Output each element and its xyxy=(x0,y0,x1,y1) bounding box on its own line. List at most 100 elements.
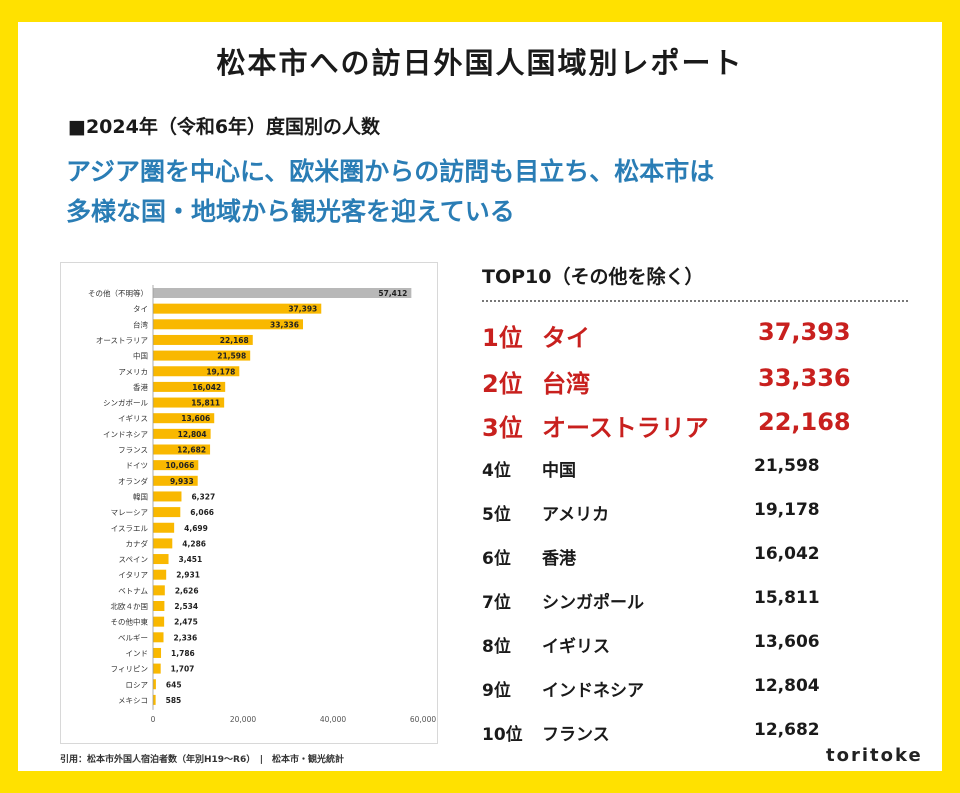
bar xyxy=(153,460,199,471)
visitor-count: 12,804 xyxy=(754,676,820,696)
bar xyxy=(153,491,182,502)
x-tick-label: 60,000 xyxy=(410,715,436,724)
category-label: 台湾 xyxy=(133,319,148,329)
value-label: 585 xyxy=(166,696,182,705)
section-subtitle: ■2024年（令和6年）度国別の人数 xyxy=(68,116,381,138)
bar xyxy=(153,381,226,392)
category-label: マレーシア xyxy=(111,508,148,517)
category-label: フランス xyxy=(118,446,148,455)
visitor-count: 12,682 xyxy=(754,720,820,740)
country-name: 中国 xyxy=(542,461,576,481)
top10-title: TOP10（その他を除く） xyxy=(482,266,704,288)
category-label: その他（不明等） xyxy=(88,288,148,298)
x-tick-label: 20,000 xyxy=(230,715,256,724)
rank-label: 1位 xyxy=(482,324,523,352)
bar xyxy=(153,585,165,596)
rank-label: 8位 xyxy=(482,637,511,657)
country-name: インドネシア xyxy=(542,681,644,701)
page-title: 松本市への訪日外国人国域別レポート xyxy=(216,46,744,80)
value-label: 33,336 xyxy=(270,320,299,329)
x-tick-label: 0 xyxy=(151,715,156,724)
value-label: 15,811 xyxy=(191,399,220,408)
bar xyxy=(153,428,211,439)
value-label: 16,042 xyxy=(192,383,221,392)
value-label: 9,933 xyxy=(170,477,194,486)
category-label: スペイン xyxy=(119,555,148,564)
visitor-count: 19,178 xyxy=(754,500,820,520)
country-name: 香港 xyxy=(542,549,576,569)
country-name: シンガポール xyxy=(542,593,644,613)
category-label: 韓国 xyxy=(133,491,148,501)
value-label: 12,804 xyxy=(178,430,207,439)
rank-label: 3位 xyxy=(482,414,523,442)
value-label: 2,626 xyxy=(175,586,199,595)
category-label: カナダ xyxy=(126,538,149,548)
bar xyxy=(153,647,162,658)
visitor-count: 33,336 xyxy=(758,364,851,392)
bar xyxy=(153,288,412,298)
rank-label: 6位 xyxy=(482,549,511,569)
category-label: 北欧４か国 xyxy=(111,601,149,611)
bar xyxy=(153,507,181,518)
visitor-count: 16,042 xyxy=(754,544,820,564)
visitor-count: 22,168 xyxy=(758,408,851,436)
rank-label: 7位 xyxy=(482,593,511,613)
value-label: 2,534 xyxy=(174,602,198,611)
value-label: 645 xyxy=(166,680,182,689)
category-label: イギリス xyxy=(118,414,148,423)
headline-line-1: アジア圏を中心に、欧米圏からの訪問も目立ち、松本市は xyxy=(66,157,715,186)
visitor-count: 21,598 xyxy=(754,456,820,476)
bar xyxy=(153,366,240,377)
citation: 引用：松本市外国人宿泊者数（年別H19～R6） | 松本市・観光統計 xyxy=(60,755,345,765)
bar xyxy=(153,522,175,533)
category-label: オーストラリア xyxy=(96,336,148,345)
bar xyxy=(153,397,225,408)
bar xyxy=(153,663,161,674)
value-label: 2,336 xyxy=(174,633,198,642)
country-name: アメリカ xyxy=(542,505,610,525)
rank-label: 2位 xyxy=(482,370,523,398)
bar xyxy=(153,475,198,486)
value-label: 2,475 xyxy=(174,618,198,627)
category-label: ベルギー xyxy=(118,633,148,642)
rank-label: 9位 xyxy=(482,681,511,701)
value-label: 3,451 xyxy=(179,555,203,564)
category-label: ドイツ xyxy=(126,461,149,470)
rank-label: 5位 xyxy=(482,505,511,525)
bar xyxy=(153,694,156,705)
country-name: フランス xyxy=(542,725,610,745)
value-label: 1,707 xyxy=(171,665,195,674)
bar xyxy=(153,413,215,424)
rank-label: 4位 xyxy=(482,461,511,481)
brand-logo: toritoke xyxy=(826,745,923,766)
bar xyxy=(153,679,156,690)
category-label: 中国 xyxy=(133,351,148,361)
country-name: オーストラリア xyxy=(542,414,709,442)
category-label: 香港 xyxy=(133,382,148,392)
headline-line-2: 多様な国・地域から観光客を迎えている xyxy=(66,197,515,226)
value-label: 2,931 xyxy=(176,571,200,580)
category-label: メキシコ xyxy=(118,696,148,705)
country-name: イギリス xyxy=(542,637,610,657)
value-label: 13,606 xyxy=(181,414,210,423)
visitor-count: 37,393 xyxy=(758,318,851,346)
country-name: 台湾 xyxy=(542,370,590,398)
bar xyxy=(153,601,165,611)
category-label: オランダ xyxy=(118,476,148,486)
bar-chart: その他（不明等） 57,412 タイ 37,393 台湾 33,336 オーストラリア 22,… xyxy=(60,262,438,744)
value-label: 22,168 xyxy=(220,336,249,345)
value-label: 4,286 xyxy=(182,539,206,548)
bar xyxy=(153,616,165,627)
category-label: インドネシア xyxy=(103,430,148,439)
value-label: 6,066 xyxy=(190,508,214,517)
category-label: その他中東 xyxy=(111,617,149,627)
visitor-count: 15,811 xyxy=(754,588,820,608)
value-label: 21,598 xyxy=(217,352,246,361)
bar xyxy=(153,632,164,643)
value-label: 19,178 xyxy=(206,367,235,376)
category-label: ベトナム xyxy=(118,586,148,595)
category-label: シンガポール xyxy=(103,398,148,408)
category-label: イスラエル xyxy=(111,524,149,533)
value-label: 12,682 xyxy=(177,446,206,455)
headline: アジア圏を中心に、欧米圏からの訪問も目立ち、松本市は 多様な国・地域から観光客を… xyxy=(66,152,906,232)
